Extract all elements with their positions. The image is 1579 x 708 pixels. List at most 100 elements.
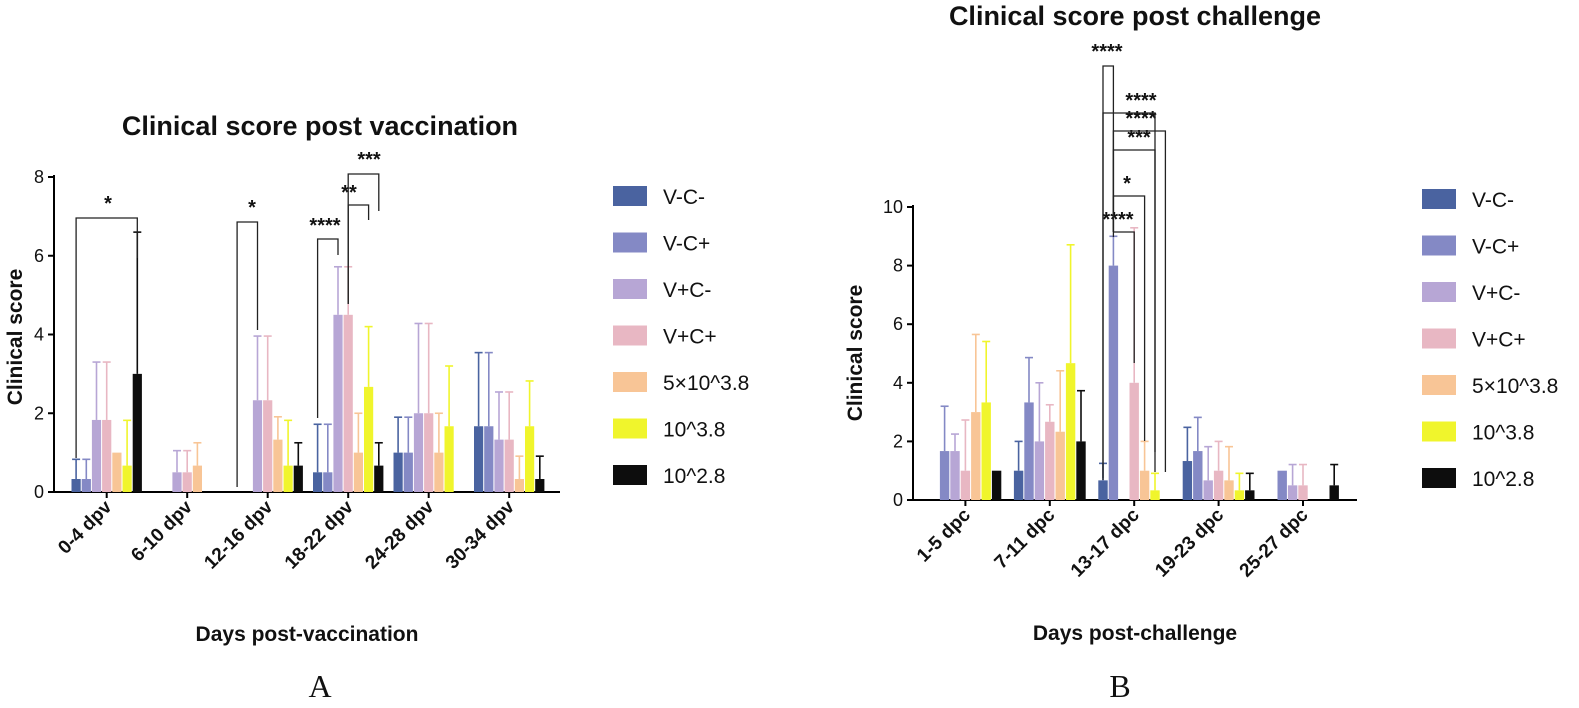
chart-a-bar: [353, 452, 363, 492]
chart-b-bar: [1098, 480, 1108, 500]
chart-b-bar: [1193, 451, 1203, 500]
chart-b-significance-label: ***: [1127, 127, 1151, 149]
chart-b-significance-label: *: [1123, 173, 1131, 195]
chart-a-legend-swatch: [613, 465, 647, 485]
chart-a-xlabel: Days post-vaccination: [196, 623, 419, 646]
chart-b-legend-swatch: [1422, 189, 1456, 209]
chart-a-bar: [474, 426, 484, 492]
chart-a-legend-swatch: [613, 418, 647, 439]
chart-panel-a: Clinical score post vaccination Clinical…: [4, 111, 749, 704]
chart-a-x-tick-label: 24-28 dpv: [361, 496, 438, 573]
chart-b-legend-swatch: [1422, 421, 1456, 442]
chart-b-legend-swatch: [1422, 282, 1456, 302]
chart-a-bar: [413, 413, 424, 492]
chart-a-bar: [91, 419, 102, 492]
chart-a-significance-label: ****: [309, 215, 340, 237]
chart-a-bar: [525, 426, 535, 492]
chart-b-bar: [1139, 470, 1150, 500]
chart-b-significance-bracket: [1113, 231, 1135, 363]
chart-a-significance-label: ***: [357, 149, 381, 171]
chart-b-y-tick-label: 2: [893, 431, 903, 451]
chart-b-xlabel: Days post-challenge: [1033, 622, 1237, 645]
chart-b-bar: [1045, 421, 1055, 500]
chart-a-bar: [192, 465, 202, 492]
chart-a-bar: [81, 479, 91, 492]
chart-panel-b: Clinical score post challenge Clinical s…: [844, 1, 1558, 704]
chart-a-bar: [71, 479, 81, 492]
chart-a-bar: [364, 386, 374, 492]
chart-a-bar: [132, 373, 142, 492]
chart-a-bar: [494, 439, 504, 492]
chart-a-bar: [333, 314, 343, 492]
chart-b-bar: [1298, 485, 1308, 500]
chart-a-x-tick-label: 6-10 dpv: [127, 496, 197, 566]
chart-a-bar: [122, 465, 132, 492]
chart-a-significance-label: *: [248, 197, 256, 219]
chart-a-bar: [172, 472, 182, 492]
chart-b-x-tick-label: 19-23 dpc: [1151, 504, 1228, 581]
chart-b-bar: [1224, 480, 1234, 500]
chart-a-legend-swatch: [613, 279, 647, 299]
chart-a-bar: [283, 465, 293, 492]
chart-b-ylabel: Clinical score: [844, 285, 867, 422]
chart-b-bar: [1213, 470, 1224, 500]
chart-a-bar: [343, 314, 353, 492]
chart-b-bar: [1150, 490, 1160, 500]
chart-b-bar: [1034, 441, 1045, 500]
chart-a-legend-swatch: [613, 372, 647, 392]
chart-a-bar: [514, 479, 524, 492]
chart-b-y-tick-label: 10: [883, 197, 903, 217]
chart-b-y-tick-label: 4: [893, 373, 903, 393]
chart-b-bar: [1287, 485, 1298, 500]
chart-b-bar: [939, 451, 950, 500]
chart-a-significance-bracket: [347, 173, 380, 304]
chart-b-bar: [1129, 382, 1139, 500]
chart-b-x-tick-label: 7-11 dpc: [991, 504, 1060, 573]
chart-b-bar: [1203, 480, 1213, 500]
chart-a-significance-label: *: [104, 193, 112, 215]
chart-a-bar: [403, 452, 413, 492]
chart-b-legend-label: V-C+: [1472, 236, 1519, 259]
chart-a-bar: [424, 413, 434, 492]
chart-a-bar: [273, 439, 283, 492]
chart-b-legend-label: V+C-: [1472, 282, 1520, 305]
chart-b-y-tick-label: 8: [893, 256, 903, 276]
chart-a-bar: [484, 426, 494, 492]
chart-a-legend-label: V+C+: [663, 326, 717, 349]
chart-a-bar: [263, 400, 273, 492]
chart-b-significance-label: ****: [1091, 41, 1122, 63]
chart-a-ylabel: Clinical score: [4, 269, 27, 406]
chart-b-legend-label: 10^2.8: [1472, 468, 1534, 491]
chart-b-x-tick-label: 1-5 dpc: [913, 504, 975, 566]
chart-a-bar: [323, 472, 333, 492]
panel-label-b: B: [1109, 668, 1130, 704]
chart-b-legend-label: 10^3.8: [1472, 422, 1534, 445]
chart-a-bar: [102, 419, 112, 492]
chart-a-x-tick-label: 0-4 dpv: [54, 496, 116, 558]
chart-b-bar: [991, 470, 1002, 500]
chart-b-y-tick-label: 6: [893, 314, 903, 334]
chart-a-bar: [293, 465, 303, 492]
chart-a-title: Clinical score post vaccination: [122, 111, 518, 141]
chart-b-legend-label: V+C+: [1472, 329, 1526, 352]
chart-a-y-tick-label: 0: [34, 482, 44, 502]
chart-a-significance-bracket: [316, 238, 339, 418]
chart-a-y-tick-label: 8: [34, 167, 44, 187]
chart-a-significance-bracket: [347, 204, 370, 304]
chart-a-x-tick-label: 18-22 dpv: [281, 496, 358, 573]
chart-a-y-tick-label: 4: [34, 325, 44, 345]
chart-b-significance-bracket: [1102, 112, 1156, 480]
chart-a-legend-label: 10^3.8: [663, 419, 725, 442]
chart-a-bar: [504, 439, 514, 492]
chart-a-bar: [252, 400, 263, 492]
chart-b-bar: [981, 402, 991, 500]
chart-a-legend-swatch: [613, 325, 647, 346]
chart-b-bar: [971, 412, 981, 500]
chart-b-bar: [1182, 461, 1193, 500]
chart-a-bar: [374, 465, 384, 492]
chart-b-bar: [960, 470, 971, 500]
chart-b-legend-swatch: [1422, 375, 1456, 395]
chart-b-bar: [1245, 490, 1255, 500]
chart-a-legend-label: V-C-: [663, 186, 705, 209]
chart-a-legend-label: V+C-: [663, 279, 711, 302]
